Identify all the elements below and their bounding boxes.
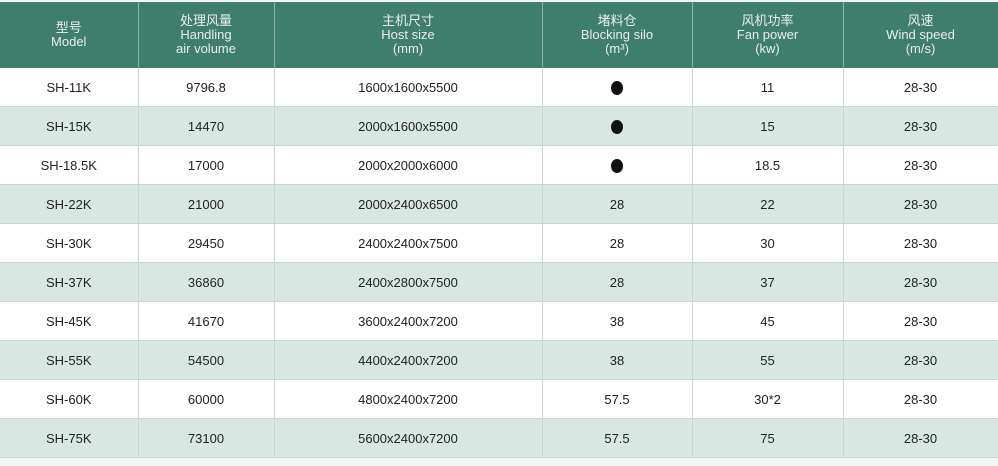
spec-table: 型号 Model 处理风量 Handling air volume 主机尺寸 Host si…: [0, 2, 998, 458]
table-cell: 28-30: [843, 301, 998, 341]
filled-dot-icon: [611, 119, 623, 134]
table-cell: SH-18.5K: [0, 145, 139, 185]
table-cell: 2000x2400x6500: [274, 184, 543, 224]
table-cell: 28-30: [843, 418, 998, 458]
table-cell: 57.5: [542, 379, 693, 419]
table-cell: 9796.8: [138, 68, 275, 107]
table-cell: SH-15K: [0, 106, 139, 146]
table-cell: 30: [692, 223, 844, 263]
table-cell: 17000: [138, 145, 275, 185]
table-cell: 14470: [138, 106, 275, 146]
table-cell: 5600x2400x7200: [274, 418, 543, 458]
table-cell: 60000: [138, 379, 275, 419]
header-zh: 堵料仓: [597, 13, 637, 28]
header-unit: (kw): [755, 41, 780, 56]
table-cell: 3600x2400x7200: [274, 301, 543, 341]
table-cell: 28-30: [843, 68, 998, 107]
table-cell: SH-55K: [0, 340, 139, 380]
table-cell: 29450: [138, 223, 275, 263]
table-row: SH-22K 21000 2000x2400x6500 28 22 28-30: [0, 184, 998, 224]
table-cell: 28-30: [843, 262, 998, 302]
table-cell: 28-30: [843, 106, 998, 146]
table-cell: [542, 145, 693, 185]
header-en: Model: [51, 34, 87, 49]
table-cell: 55: [692, 340, 844, 380]
table-cell: 73100: [138, 418, 275, 458]
table-cell: 28-30: [843, 184, 998, 224]
table-row: SH-30K 29450 2400x2400x7500 28 30 28-30: [0, 223, 998, 263]
table-row: SH-55K 54500 4400x2400x7200 38 55 28-30: [0, 340, 998, 380]
header-unit: (m/s): [905, 41, 936, 56]
column-header: 型号 Model: [0, 2, 139, 68]
column-header: 风机功率 Fan power (kw): [692, 2, 844, 68]
table-row: SH-18.5K 17000 2000x2000x6000 18.5 28-30: [0, 145, 998, 185]
table-cell: 4400x2400x7200: [274, 340, 543, 380]
column-header: 处理风量 Handling air volume: [138, 2, 275, 68]
header-zh: 型号: [55, 20, 82, 35]
table-cell: 38: [542, 301, 693, 341]
header-zh: 主机尺寸: [381, 13, 434, 28]
table-cell: 21000: [138, 184, 275, 224]
table-row: SH-45K 41670 3600x2400x7200 38 45 28-30: [0, 301, 998, 341]
table-cell: 75: [692, 418, 844, 458]
header-en: Blocking silo: [580, 27, 654, 42]
table-cell: SH-11K: [0, 68, 139, 107]
table-cell: 2000x1600x5500: [274, 106, 543, 146]
table-row: SH-15K 14470 2000x1600x5500 15 28-30: [0, 106, 998, 146]
table-cell: SH-37K: [0, 262, 139, 302]
table-cell: 22: [692, 184, 844, 224]
table-cell: SH-75K: [0, 418, 139, 458]
table-cell: SH-22K: [0, 184, 139, 224]
column-header: 风速 Wind speed (m/s): [843, 2, 998, 68]
header-en: Fan power: [736, 27, 799, 42]
column-header: 主机尺寸 Host size (mm): [274, 2, 543, 68]
table-cell: 28: [542, 184, 693, 224]
filled-dot-icon: [611, 80, 623, 95]
table-cell: 28-30: [843, 145, 998, 185]
table-row: SH-37K 36860 2400x2800x7500 28 37 28-30: [0, 262, 998, 302]
header-en: Wind speed: [886, 27, 955, 42]
table-cell: 4800x2400x7200: [274, 379, 543, 419]
table-row: SH-75K 73100 5600x2400x7200 57.5 75 28-30: [0, 418, 998, 458]
table-cell: 38: [542, 340, 693, 380]
table-cell: 57.5: [542, 418, 693, 458]
table-cell: SH-30K: [0, 223, 139, 263]
header-zh: 处理风量: [179, 13, 232, 28]
table-cell: [542, 68, 693, 107]
table-cell: 28-30: [843, 223, 998, 263]
header-row: 型号 Model 处理风量 Handling air volume 主机尺寸 Host si…: [0, 2, 998, 68]
header-en: Host size: [381, 27, 435, 42]
header-unit: air volume: [176, 41, 236, 56]
table-cell: 54500: [138, 340, 275, 380]
table-cell: 15: [692, 106, 844, 146]
table-cell: 18.5: [692, 145, 844, 185]
header-zh: 风机功率: [741, 13, 794, 28]
table-cell: 28: [542, 223, 693, 263]
table-cell: 28-30: [843, 379, 998, 419]
table-cell: 11: [692, 68, 844, 107]
table-cell: 37: [692, 262, 844, 302]
header-zh: 风速: [907, 13, 934, 28]
table-cell: 30*2: [692, 379, 844, 419]
table-row: SH-60K 60000 4800x2400x7200 57.5 30*2 28-30: [0, 379, 998, 419]
header-en: Handling: [180, 27, 232, 42]
table-cell: SH-60K: [0, 379, 139, 419]
table-cell: [542, 106, 693, 146]
table-cell: 2400x2400x7500: [274, 223, 543, 263]
header-unit: (mm): [392, 41, 424, 56]
column-header: 堵料仓 Blocking silo (m³): [542, 2, 693, 68]
table-cell: 36860: [138, 262, 275, 302]
table-cell: 2400x2800x7500: [274, 262, 543, 302]
table-cell: SH-45K: [0, 301, 139, 341]
table-cell: 45: [692, 301, 844, 341]
table-cell: 41670: [138, 301, 275, 341]
table-cell: 2000x2000x6000: [274, 145, 543, 185]
header-unit: (m³): [605, 41, 629, 56]
table-cell: 28: [542, 262, 693, 302]
filled-dot-icon: [611, 158, 623, 173]
table-cell: 28-30: [843, 340, 998, 380]
table-cell: 1600x1600x5500: [274, 68, 543, 107]
table-row: SH-11K 9796.8 1600x1600x5500 11 28-30: [0, 68, 998, 107]
